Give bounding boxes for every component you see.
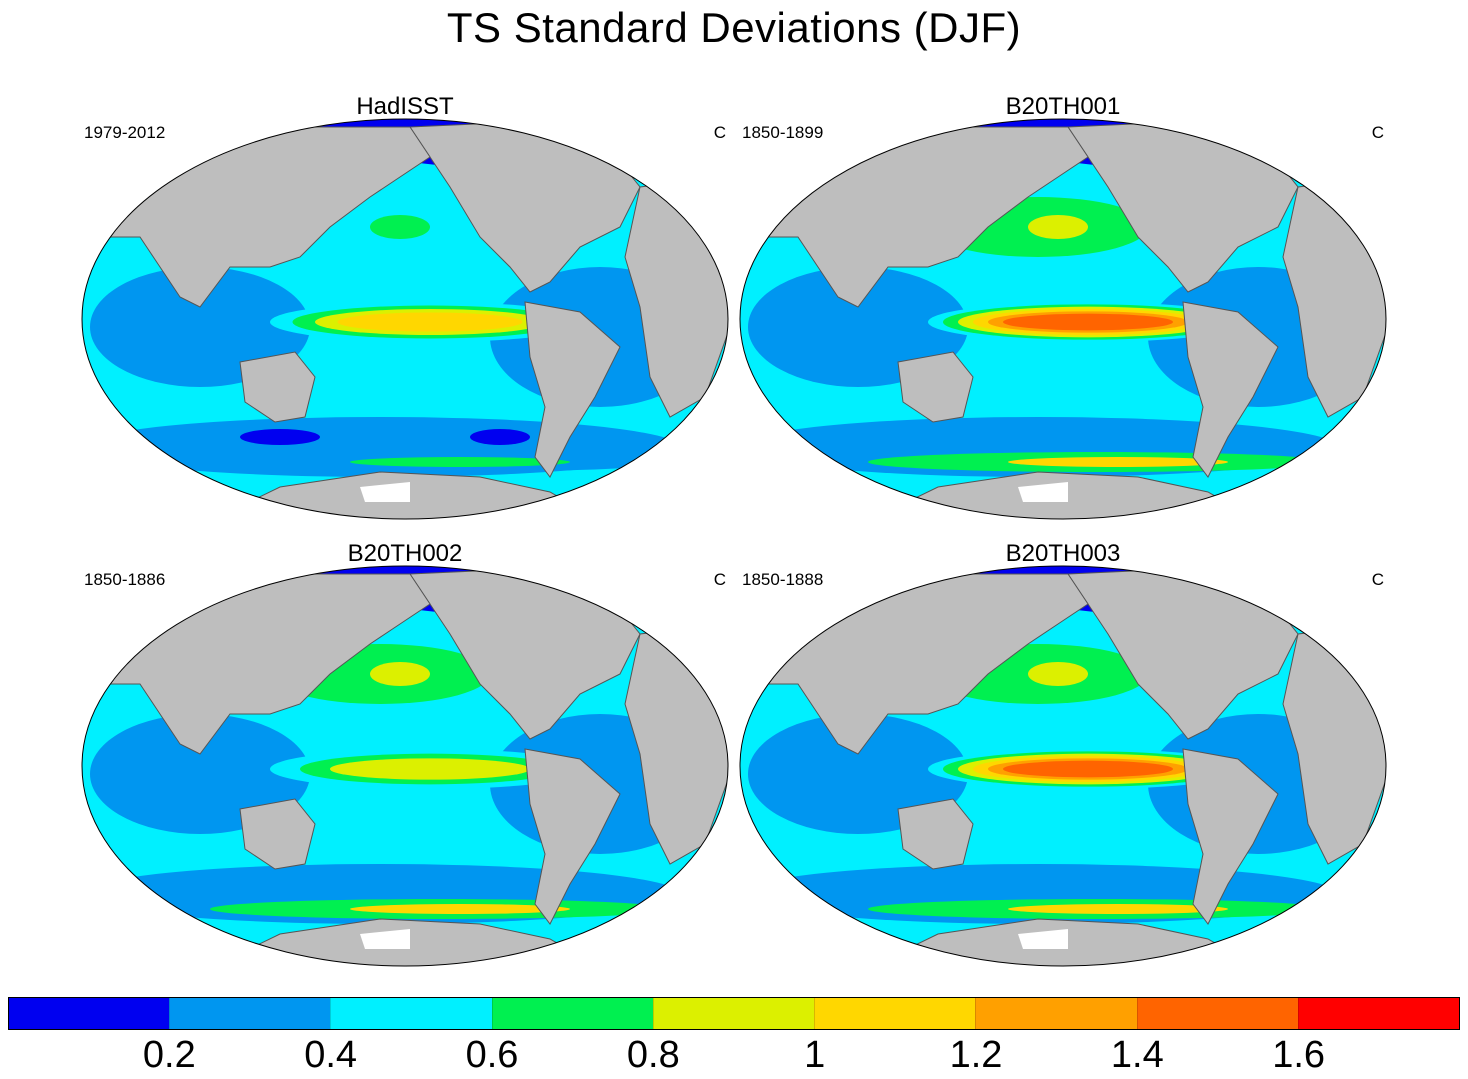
- enso-tongue-level: [1003, 760, 1173, 778]
- map-outline: [739, 118, 1387, 520]
- southern-ocean-core: [350, 457, 570, 467]
- panel-period: 1850-1888: [742, 570, 824, 589]
- colorbar-swatch: [330, 998, 492, 1029]
- southern-ocean-core: [350, 904, 570, 914]
- enso-tongue-level: [1003, 313, 1173, 331]
- panel-title: B20TH003: [1005, 540, 1121, 567]
- australia-land: [239, 798, 316, 870]
- colorbar-tick-label: 0.6: [465, 1034, 519, 1076]
- enso-tongue-level: [330, 758, 530, 780]
- world-map: [81, 565, 729, 967]
- south-america-land: [1182, 748, 1279, 925]
- colorbar-tick-label: 0.2: [142, 1034, 196, 1076]
- colorbar-swatch: [169, 998, 331, 1029]
- world-map: [81, 118, 729, 520]
- world-map: [739, 565, 1387, 967]
- map-layers: [740, 566, 1386, 966]
- south-america-land: [1182, 301, 1279, 478]
- south-america-land: [524, 748, 621, 925]
- ice-shelf: [1018, 929, 1068, 949]
- panel-period: 1850-1899: [742, 123, 824, 142]
- panel-title: B20TH002: [347, 540, 463, 567]
- map-outline: [81, 118, 729, 520]
- colorbar-swatch: [975, 998, 1137, 1029]
- colorbar-tick-label: 1.6: [1272, 1034, 1326, 1076]
- southern-low-patch: [240, 429, 320, 445]
- map-outline: [81, 565, 729, 967]
- colorbar-swatch: [9, 998, 170, 1029]
- north-pacific-core: [1028, 662, 1088, 686]
- colorbar-tick-label: 1.2: [949, 1034, 1003, 1076]
- north-pacific-core: [1028, 215, 1088, 239]
- colorbar-swatch: [652, 998, 815, 1029]
- southern-low-patch: [470, 429, 530, 445]
- map-layers: [740, 119, 1386, 519]
- enso-tongue-level: [337, 312, 523, 332]
- ice-shelf: [1018, 482, 1068, 502]
- panel-title: B20TH001: [1005, 93, 1121, 120]
- colorbar-swatch: [1136, 998, 1298, 1029]
- australia-land: [239, 351, 316, 423]
- panel-unit: C: [713, 123, 726, 142]
- southern-ocean-core: [1008, 457, 1228, 467]
- colorbar-tick-label: 0.8: [626, 1034, 680, 1076]
- south-america-land: [524, 301, 621, 478]
- map-layers: [82, 566, 728, 966]
- ice-shelf: [360, 929, 410, 949]
- colorbar: [8, 997, 1460, 1030]
- map-panel-b20th002: B20TH002 1850-1886 C: [80, 540, 730, 980]
- map-panel-b20th001: B20TH001 1850-1899 C: [738, 93, 1388, 533]
- colorbar-swatch: [1297, 998, 1459, 1029]
- panel-title: HadISST: [356, 93, 454, 120]
- map-panel-hadisst: HadISST 1979-2012 C: [80, 93, 730, 533]
- indian-ocean-band: [748, 714, 968, 834]
- north-pacific-core: [370, 662, 430, 686]
- figure-title: TS Standard Deviations (DJF): [446, 4, 1022, 51]
- world-map: [739, 118, 1387, 520]
- north-pacific-core: [370, 215, 430, 239]
- colorbar-tick-labels: 0.2 0.4 0.6 0.8 1 1.2 1.4 1.6: [8, 1034, 1460, 1078]
- australia-land: [897, 351, 974, 423]
- indian-ocean-band: [90, 714, 310, 834]
- indian-ocean-band: [748, 267, 968, 387]
- colorbar-tick-label: 0.4: [304, 1034, 358, 1076]
- panel-period: 1979-2012: [84, 123, 166, 142]
- map-panel-b20th003: B20TH003 1850-1888 C: [738, 540, 1388, 980]
- colorbar-tick-label: 1: [804, 1034, 826, 1076]
- colorbar-swatch: [814, 998, 976, 1029]
- ice-shelf: [360, 482, 410, 502]
- southern-ocean-core: [1008, 904, 1228, 914]
- map-layers: [82, 119, 728, 519]
- panel-unit: C: [1371, 123, 1384, 142]
- panel-unit: C: [713, 570, 726, 589]
- panel-period: 1850-1886: [84, 570, 166, 589]
- colorbar-tick-label: 1.4: [1110, 1034, 1164, 1076]
- colorbar-swatch: [491, 998, 653, 1029]
- indian-ocean-band: [90, 267, 310, 387]
- australia-land: [897, 798, 974, 870]
- map-outline: [739, 565, 1387, 967]
- panel-unit: C: [1371, 570, 1384, 589]
